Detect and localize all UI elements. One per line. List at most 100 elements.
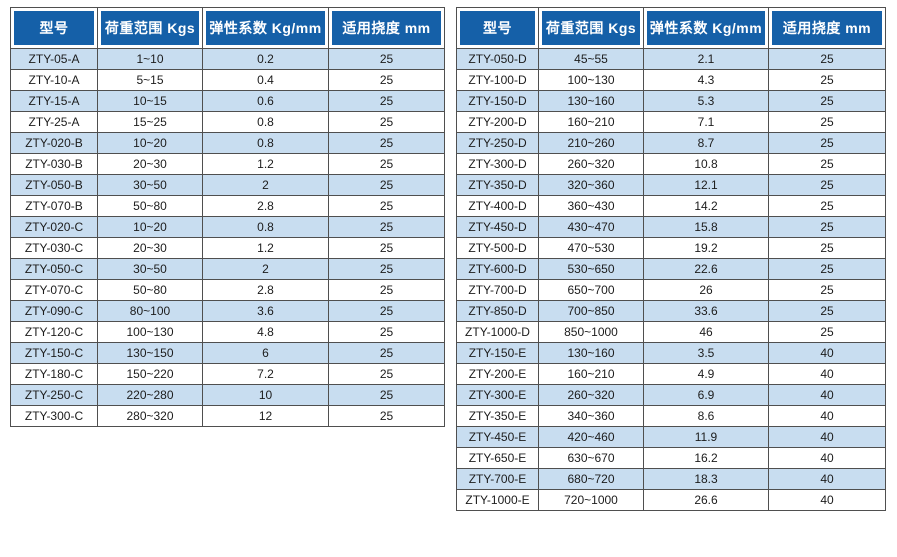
table-cell: ZTY-1000-E <box>456 489 539 511</box>
table-cell: 40 <box>768 342 886 364</box>
column-header-2: 弹性系数 Kg/mm <box>643 7 769 49</box>
table-row: ZTY-1000-D 850~1000 46 25 <box>456 321 886 343</box>
table-cell: 7.1 <box>643 111 769 133</box>
table-cell: ZTY-100-D <box>456 69 539 91</box>
table-row: ZTY-600-D 530~650 22.6 25 <box>456 258 886 280</box>
table-cell: ZTY-450-E <box>456 426 539 448</box>
table-row: ZTY-650-E 630~670 16.2 40 <box>456 447 886 469</box>
table-row: ZTY-250-D 210~260 8.7 25 <box>456 132 886 154</box>
table-row: ZTY-020-B 10~20 0.8 25 <box>10 132 445 154</box>
table-cell: ZTY-200-E <box>456 363 539 385</box>
table-cell: 25 <box>328 111 445 133</box>
table-row: ZTY-700-D 650~700 26 25 <box>456 279 886 301</box>
table-cell: ZTY-050-C <box>10 258 98 280</box>
table-cell: 25 <box>328 153 445 175</box>
table-cell: 430~470 <box>538 216 644 238</box>
column-header-0: 型号 <box>456 7 539 49</box>
table-cell: ZTY-150-C <box>10 342 98 364</box>
table-cell: ZTY-850-D <box>456 300 539 322</box>
table-cell: 25 <box>768 279 886 301</box>
table-cell: 1.2 <box>202 153 329 175</box>
table-row: ZTY-030-C 20~30 1.2 25 <box>10 237 445 259</box>
table-cell: 18.3 <box>643 468 769 490</box>
table-cell: 0.8 <box>202 132 329 154</box>
table-cell: 25 <box>328 279 445 301</box>
table-cell: 40 <box>768 489 886 511</box>
table-cell: ZTY-050-B <box>10 174 98 196</box>
table-cell: 0.8 <box>202 111 329 133</box>
table-row: ZTY-300-E 260~320 6.9 40 <box>456 384 886 406</box>
table-row: ZTY-050-B 30~50 2 25 <box>10 174 445 196</box>
column-header-3: 适用挠度 mm <box>768 7 886 49</box>
table-cell: 160~210 <box>538 363 644 385</box>
table-cell: 4.9 <box>643 363 769 385</box>
table-row: ZTY-100-D 100~130 4.3 25 <box>456 69 886 91</box>
table-row: ZTY-120-C 100~130 4.8 25 <box>10 321 445 343</box>
table-cell: 25 <box>768 237 886 259</box>
header-row: 型号 荷重范围 Kgs 弹性系数 Kg/mm 适用挠度 mm <box>10 7 445 49</box>
table-cell: 25 <box>328 405 445 427</box>
table-row: ZTY-450-D 430~470 15.8 25 <box>456 216 886 238</box>
table-cell: ZTY-700-E <box>456 468 539 490</box>
table-cell: ZTY-700-D <box>456 279 539 301</box>
table-cell: 25 <box>768 216 886 238</box>
table-cell: 26 <box>643 279 769 301</box>
column-header-1: 荷重范围 Kgs <box>97 7 203 49</box>
table-cell: 20~30 <box>97 153 203 175</box>
column-header-label: 弹性系数 Kg/mm <box>647 11 765 45</box>
column-header-1: 荷重范围 Kgs <box>538 7 644 49</box>
table-cell: 25 <box>768 153 886 175</box>
table-cell: 15~25 <box>97 111 203 133</box>
column-header-0: 型号 <box>10 7 98 49</box>
table-cell: 40 <box>768 468 886 490</box>
table-cell: 25 <box>768 69 886 91</box>
table-cell: 50~80 <box>97 195 203 217</box>
table-cell: 25 <box>768 195 886 217</box>
table-cell: 680~720 <box>538 468 644 490</box>
table-cell: 50~80 <box>97 279 203 301</box>
table-cell: ZTY-300-E <box>456 384 539 406</box>
table-cell: 150~220 <box>97 363 203 385</box>
table-cell: ZTY-300-C <box>10 405 98 427</box>
table-cell: ZTY-05-A <box>10 48 98 70</box>
table-cell: 25 <box>328 195 445 217</box>
table-cell: 130~160 <box>538 90 644 112</box>
table-cell: 0.6 <box>202 90 329 112</box>
table-row: ZTY-1000-E 720~1000 26.6 40 <box>456 489 886 511</box>
table-cell: 25 <box>768 48 886 70</box>
table-cell: ZTY-250-D <box>456 132 539 154</box>
table-row: ZTY-180-C 150~220 7.2 25 <box>10 363 445 385</box>
spring-spec-page: 型号 荷重范围 Kgs 弹性系数 Kg/mm 适用挠度 mm ZTY-05-A 1~10… <box>10 7 886 511</box>
table-cell: 2 <box>202 258 329 280</box>
table-cell: 25 <box>328 132 445 154</box>
table-cell: 420~460 <box>538 426 644 448</box>
table-cell: 160~210 <box>538 111 644 133</box>
table-row: ZTY-150-E 130~160 3.5 40 <box>456 342 886 364</box>
spec-table-left: 型号 荷重范围 Kgs 弹性系数 Kg/mm 适用挠度 mm ZTY-05-A 1~10… <box>10 7 445 427</box>
column-header-label: 型号 <box>460 11 535 45</box>
table-row: ZTY-25-A 15~25 0.8 25 <box>10 111 445 133</box>
table-cell: 11.9 <box>643 426 769 448</box>
table-row: ZTY-200-E 160~210 4.9 40 <box>456 363 886 385</box>
table-cell: ZTY-400-D <box>456 195 539 217</box>
table-cell: 5.3 <box>643 90 769 112</box>
column-header-label: 适用挠度 mm <box>772 11 882 45</box>
table-cell: 100~130 <box>97 321 203 343</box>
table-cell: 40 <box>768 363 886 385</box>
table-cell: 100~130 <box>538 69 644 91</box>
table-cell: 10 <box>202 384 329 406</box>
table-cell: 45~55 <box>538 48 644 70</box>
table-cell: 40 <box>768 447 886 469</box>
table-row: ZTY-10-A 5~15 0.4 25 <box>10 69 445 91</box>
table-cell: 7.2 <box>202 363 329 385</box>
table-cell: 14.2 <box>643 195 769 217</box>
table-cell: 340~360 <box>538 405 644 427</box>
table-cell: ZTY-200-D <box>456 111 539 133</box>
table-cell: 25 <box>328 90 445 112</box>
table-cell: ZTY-120-C <box>10 321 98 343</box>
table-cell: 12.1 <box>643 174 769 196</box>
table-row: ZTY-400-D 360~430 14.2 25 <box>456 195 886 217</box>
table-cell: 6 <box>202 342 329 364</box>
table-cell: ZTY-450-D <box>456 216 539 238</box>
table-cell: 700~850 <box>538 300 644 322</box>
